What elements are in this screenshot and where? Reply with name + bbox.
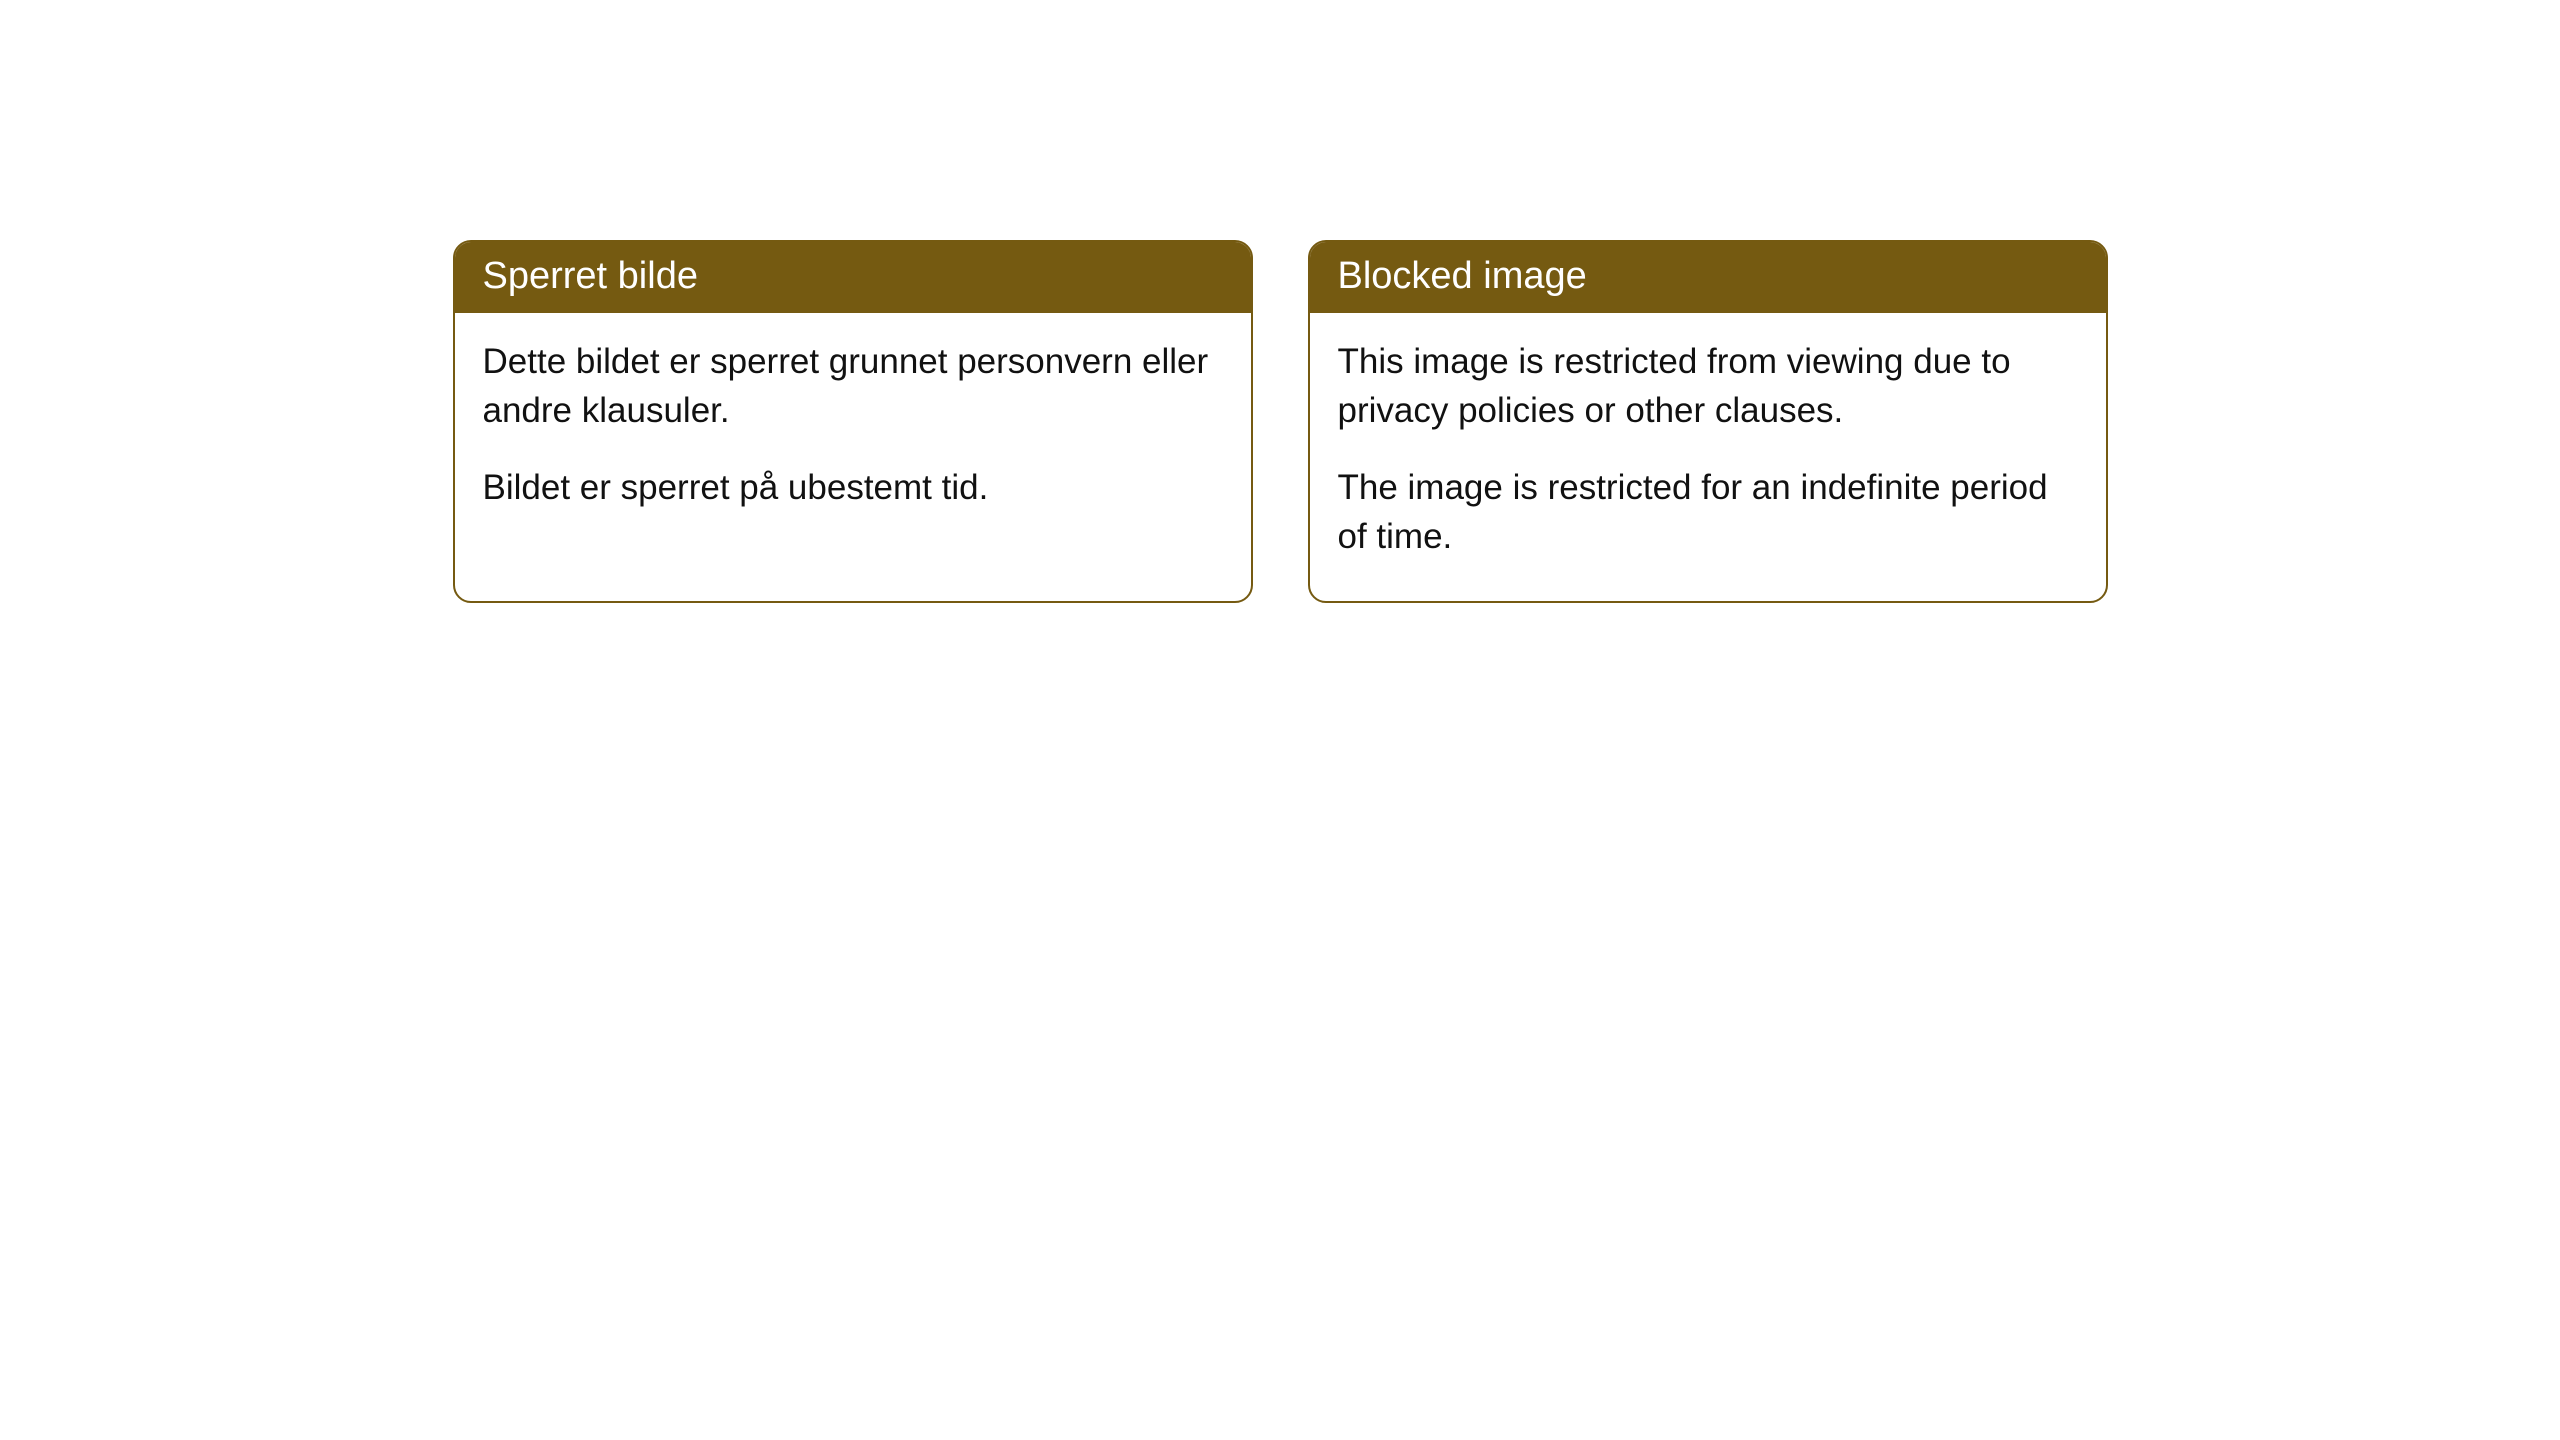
card-header-en: Blocked image [1310, 242, 2106, 313]
card-header-no: Sperret bilde [455, 242, 1251, 313]
card-paragraph-no-1: Dette bildet er sperret grunnet personve… [483, 337, 1223, 435]
card-body-no: Dette bildet er sperret grunnet personve… [455, 313, 1251, 552]
card-title-en: Blocked image [1338, 255, 1587, 297]
card-paragraph-en-2: The image is restricted for an indefinit… [1338, 463, 2078, 561]
card-paragraph-en-1: This image is restricted from viewing du… [1338, 337, 2078, 435]
card-paragraph-no-2: Bildet er sperret på ubestemt tid. [483, 463, 1223, 512]
blocked-image-card-en: Blocked image This image is restricted f… [1308, 240, 2108, 603]
card-title-no: Sperret bilde [483, 255, 698, 297]
blocked-image-card-no: Sperret bilde Dette bildet er sperret gr… [453, 240, 1253, 603]
card-body-en: This image is restricted from viewing du… [1310, 313, 2106, 601]
